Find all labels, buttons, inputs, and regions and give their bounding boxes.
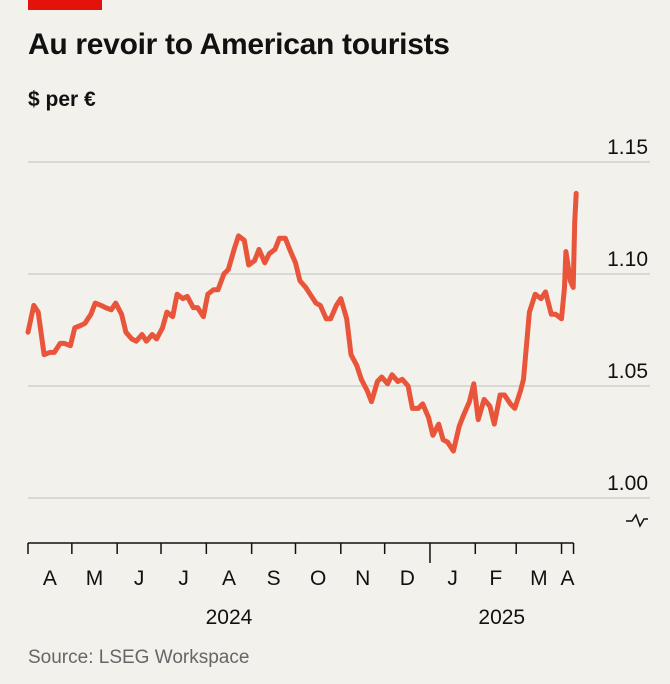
brand-red-tab [28, 0, 102, 10]
x-tick-label: J [134, 567, 145, 590]
x-year-label: 2025 [478, 606, 525, 629]
y-axis-tick-labels: 1.15 1.10 1.05 1.00 [607, 136, 648, 495]
y-tick-label: 1.15 [607, 136, 648, 159]
x-axis [27, 542, 575, 563]
source-note: Source: LSEG Workspace [28, 647, 250, 668]
gridlines [28, 161, 650, 528]
x-tick-label: M [530, 567, 548, 590]
x-tick-label: D [400, 567, 415, 590]
x-year-label: 2024 [206, 606, 253, 629]
series-line [25, 190, 579, 454]
x-tick-label: J [178, 567, 189, 590]
axis-break-icon [626, 513, 648, 528]
chart-subtitle-unit: $ per € [28, 88, 96, 111]
y-tick-label: 1.05 [607, 360, 648, 383]
series-layer [25, 190, 579, 454]
x-tick-label: J [447, 567, 458, 590]
chart-title: Au revoir to American tourists [28, 28, 450, 61]
x-tick-label: A [561, 567, 575, 590]
x-tick-label: M [86, 567, 104, 590]
x-tick-label: N [355, 567, 370, 590]
x-tick-label: O [310, 567, 326, 590]
x-tick-label: A [222, 567, 236, 590]
y-tick-label: 1.10 [607, 248, 648, 271]
y-tick-label: 1.00 [607, 472, 648, 495]
x-tick-label: F [489, 567, 502, 590]
x-tick-label: A [43, 567, 57, 590]
x-tick-label: S [267, 567, 281, 590]
